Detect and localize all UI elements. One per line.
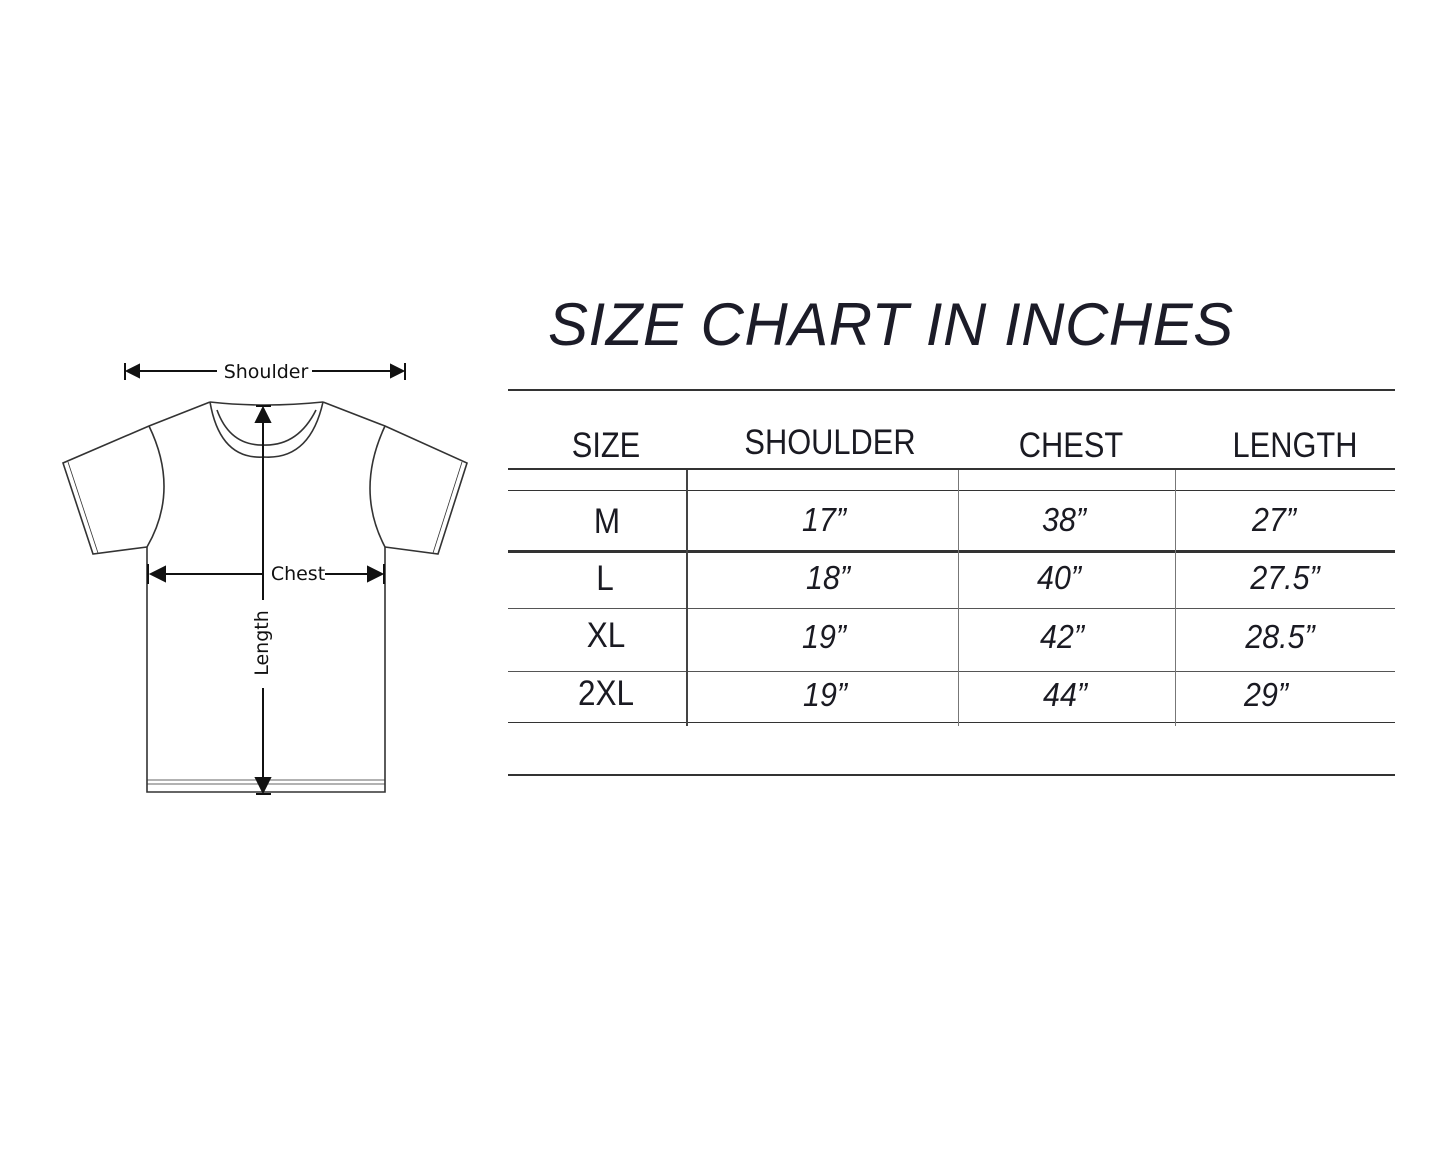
size-cell: M [593, 502, 621, 541]
length-cell: 29” [1244, 676, 1288, 713]
header-size: SIZE [571, 426, 641, 465]
chest-arrow [147, 564, 385, 584]
table-top-rule [508, 389, 1395, 391]
table-bottom-rule [508, 774, 1395, 776]
shoulder-cell: 18” [806, 559, 850, 596]
shoulder-cell: 17” [802, 501, 846, 538]
header-rule [508, 468, 1395, 470]
chest-cell: 44” [1043, 676, 1087, 713]
row-divider [508, 490, 1395, 491]
size-cell: L [596, 559, 614, 598]
length-cell: 27” [1252, 501, 1296, 538]
chest-cell: 40” [1037, 559, 1081, 596]
column-divider [958, 470, 959, 726]
row-divider [508, 671, 1395, 672]
header-shoulder: SHOULDER [744, 423, 916, 462]
column-divider [1175, 470, 1176, 726]
chest-cell: 42” [1040, 618, 1084, 655]
chart-title: SIZE CHART IN INCHES [548, 291, 1234, 358]
length-cell: 28.5” [1245, 618, 1315, 655]
size-cell: XL [586, 616, 626, 655]
row-divider [508, 608, 1395, 609]
length-arrow [254, 405, 272, 795]
column-divider [686, 470, 688, 726]
length-cell: 27.5” [1250, 559, 1320, 596]
chest-label: Chest [271, 563, 325, 585]
row-divider [508, 722, 1395, 723]
shoulder-arrow [124, 363, 406, 380]
shoulder-cell: 19” [802, 618, 846, 655]
row-divider [508, 550, 1395, 553]
tshirt-measurement-diagram: Shoulder Chest Length [62, 361, 468, 795]
shoulder-cell: 19” [803, 676, 847, 713]
chest-cell: 38” [1042, 501, 1086, 538]
length-label: Length [251, 610, 273, 676]
tshirt-outline [62, 401, 468, 793]
header-length: LENGTH [1232, 426, 1358, 465]
shoulder-label: Shoulder [224, 361, 309, 383]
header-chest: CHEST [1018, 426, 1124, 465]
size-cell: 2XL [577, 674, 635, 713]
